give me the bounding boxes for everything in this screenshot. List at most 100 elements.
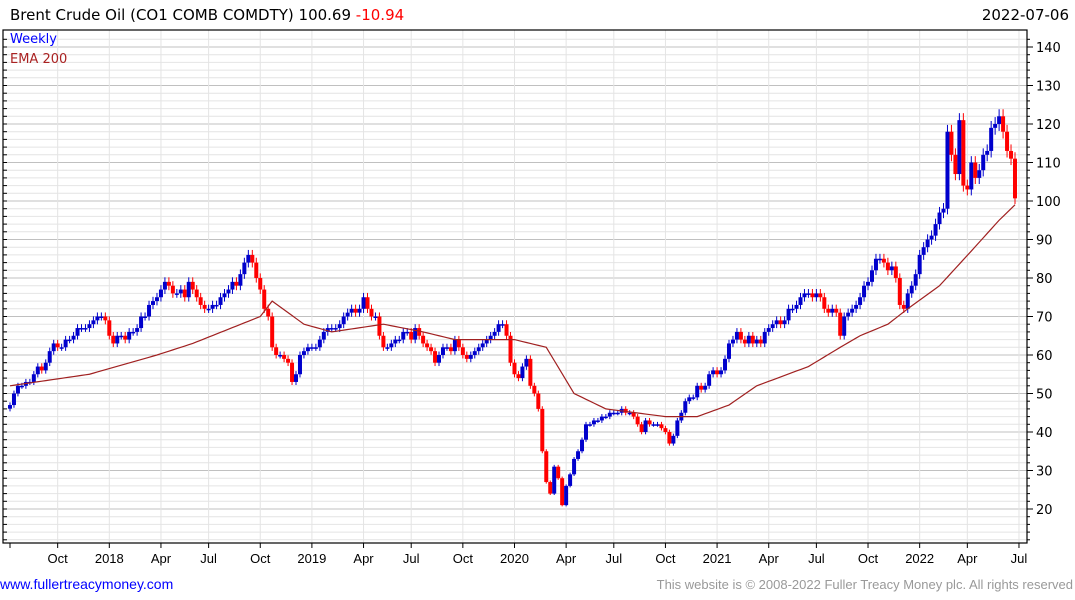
candle-body (39, 366, 44, 371)
candle-body (989, 127, 994, 151)
candle-body (484, 339, 489, 344)
candle-body (659, 424, 664, 429)
x-tick-label: 2018 (95, 551, 124, 566)
candle-body (623, 408, 628, 413)
candle-body (683, 401, 688, 413)
candle-body (190, 281, 195, 290)
candle-body (135, 328, 140, 332)
candle-body (258, 278, 263, 290)
candle-body (909, 285, 914, 294)
candle-body (421, 335, 426, 344)
candle-body (528, 358, 533, 386)
candle-body (19, 385, 24, 388)
candle-body (695, 385, 700, 398)
candle-body (532, 385, 537, 394)
candle-body (309, 347, 314, 349)
candle-body (711, 370, 716, 375)
legend-weekly: Weekly (10, 32, 57, 47)
copyright-text: This website is © 2008-2022 Fuller Treac… (656, 577, 1073, 592)
candle-body (329, 328, 334, 330)
candle-body (925, 239, 930, 248)
candle-body (274, 347, 279, 355)
candle-body (1013, 158, 1017, 199)
candle-body (691, 397, 696, 399)
candle-body (341, 316, 346, 325)
candle-body (361, 297, 366, 309)
y-tick-label: 140 (1036, 41, 1061, 56)
candle-body (730, 339, 735, 344)
candle-body (154, 297, 159, 302)
y-tick-label: 70 (1036, 311, 1053, 326)
candle-body (595, 420, 600, 422)
y-tick-label: 20 (1036, 503, 1053, 518)
candle-body (762, 331, 767, 344)
candle-body (957, 120, 962, 175)
candle-body (675, 420, 680, 436)
candle-body (75, 328, 80, 336)
candle-body (294, 374, 299, 382)
candle-body (798, 297, 803, 305)
candle-body (671, 435, 676, 444)
candle-body (508, 335, 513, 363)
candle-body (333, 328, 338, 330)
y-tick-label: 30 (1036, 465, 1053, 480)
candle-body (818, 293, 823, 298)
candle-body (703, 385, 708, 390)
candle-body (321, 331, 326, 340)
candle-body (429, 347, 434, 352)
candle-body (194, 289, 199, 298)
site-link[interactable]: www.fullertreacymoney.com (0, 576, 174, 592)
candle-body (770, 324, 775, 329)
candle-body (301, 351, 306, 355)
candle-body (647, 420, 652, 425)
x-tick-label: Jul (605, 551, 622, 566)
candle-body (151, 301, 156, 305)
candle-body (397, 339, 402, 342)
candle-body (95, 316, 100, 321)
ema-200-line (9, 204, 1016, 418)
candle-body (973, 162, 978, 178)
candle-body (893, 266, 898, 278)
x-tick-label: 2020 (500, 551, 529, 566)
candle-body (393, 339, 398, 344)
x-tick-label: 2019 (297, 551, 326, 566)
y-tick-label: 80 (1036, 272, 1053, 287)
candle-body (357, 308, 362, 313)
candle-body (667, 432, 672, 444)
candle-body (31, 374, 36, 382)
candle-body (587, 424, 592, 426)
candle-body (15, 385, 20, 394)
candle-body (349, 308, 354, 313)
candle-body (266, 308, 271, 317)
candle-body (929, 235, 934, 240)
candle-body (170, 285, 175, 294)
candle-body (850, 308, 855, 313)
candle-body (464, 355, 469, 359)
candle-body (536, 393, 541, 409)
candle-body (262, 289, 267, 309)
candle-body (707, 374, 712, 386)
candle-body (873, 258, 878, 271)
candle-body (210, 304, 215, 309)
candle-body (174, 293, 179, 295)
candle-body (186, 281, 191, 298)
candle-body (91, 320, 96, 325)
candle-body (444, 347, 449, 349)
candle-body (353, 308, 358, 313)
candle-body (846, 312, 851, 317)
candle-body (55, 343, 60, 348)
price-chart: Oct 2018 Apr Jul Oct 2019 Apr Jul Oct 2020 Apr Jul O… (2, 29, 1061, 566)
candle-body (282, 355, 287, 359)
candle-body (607, 412, 612, 417)
candle-body (456, 339, 461, 348)
candle-body (774, 320, 779, 325)
candle-body (802, 293, 807, 298)
candle-body (448, 347, 453, 352)
candle-body (87, 324, 92, 329)
candle-body (214, 304, 219, 307)
candle-body (552, 466, 557, 494)
candle-body (961, 120, 966, 186)
candle-body (79, 328, 84, 330)
candle-body (881, 258, 886, 263)
candle-body (655, 424, 660, 426)
